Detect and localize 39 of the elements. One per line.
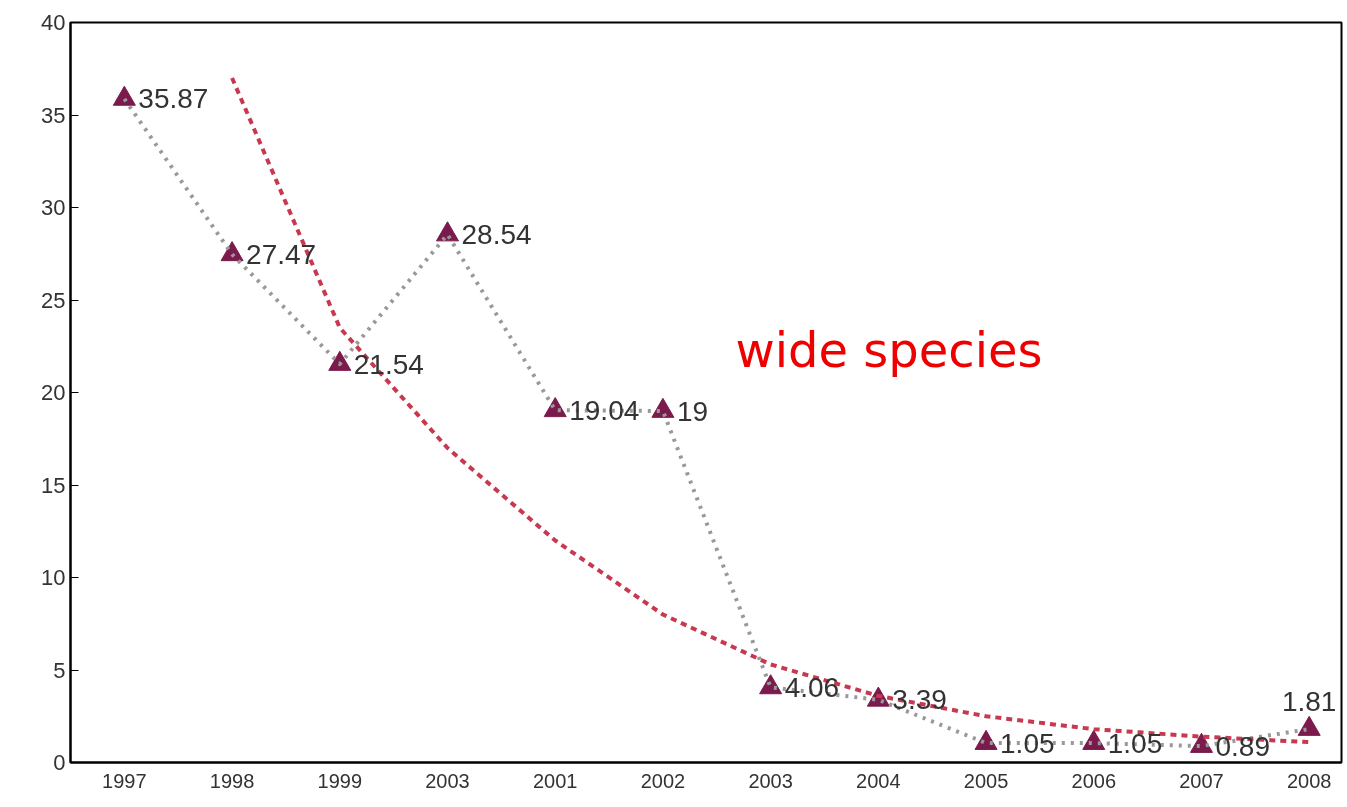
x-tick-label: 2003 [748, 769, 793, 792]
x-tick-label: 1997 [102, 769, 147, 792]
data-label: 3.39 [892, 684, 947, 716]
data-label: 27.47 [246, 238, 317, 270]
x-tick-label: 1999 [317, 769, 363, 792]
x-tick-label: 2004 [856, 769, 901, 792]
data-label: 35.87 [138, 83, 209, 115]
point [1189, 732, 1213, 753]
x-tick-label: 2001 [532, 769, 578, 792]
x-tick-label: 2008 [1286, 769, 1332, 792]
data-label: 1.05 [1000, 727, 1055, 759]
data-label: 19.04 [569, 394, 640, 426]
data-label: 1.05 [1107, 727, 1163, 759]
x-tick-label: 2006 [1071, 769, 1117, 792]
data-label: 21.54 [353, 348, 424, 380]
data-label: 0.89 [1215, 730, 1270, 762]
data-label: 1.81 [1281, 686, 1337, 718]
point [1297, 715, 1321, 736]
x-tick-label: 2002 [640, 769, 686, 792]
y-tick-label: 10 [41, 565, 66, 590]
x-tick-label: 1998 [209, 769, 255, 792]
y-tick-label: 0 [53, 750, 66, 775]
y-tick-label: 30 [41, 195, 66, 220]
y-tick-label: 35 [41, 102, 66, 128]
point [112, 85, 136, 106]
y-tick-label: 20 [41, 380, 66, 405]
y-tick-label: 15 [41, 472, 66, 498]
y-tick-label: 40 [41, 10, 66, 35]
annotation: wide species [735, 321, 1043, 378]
y-tick-label: 5 [53, 657, 66, 683]
point [328, 350, 352, 371]
data-label: 19 [676, 395, 709, 427]
data-label: 28.54 [461, 219, 532, 251]
point [220, 241, 244, 262]
x-tick-label: 2005 [963, 769, 1009, 792]
data-label: 4.06 [784, 671, 840, 703]
x-tick-label: 2003 [425, 769, 470, 792]
x-tick-label: 2007 [1179, 769, 1224, 792]
y-tick-label: 25 [41, 287, 66, 313]
